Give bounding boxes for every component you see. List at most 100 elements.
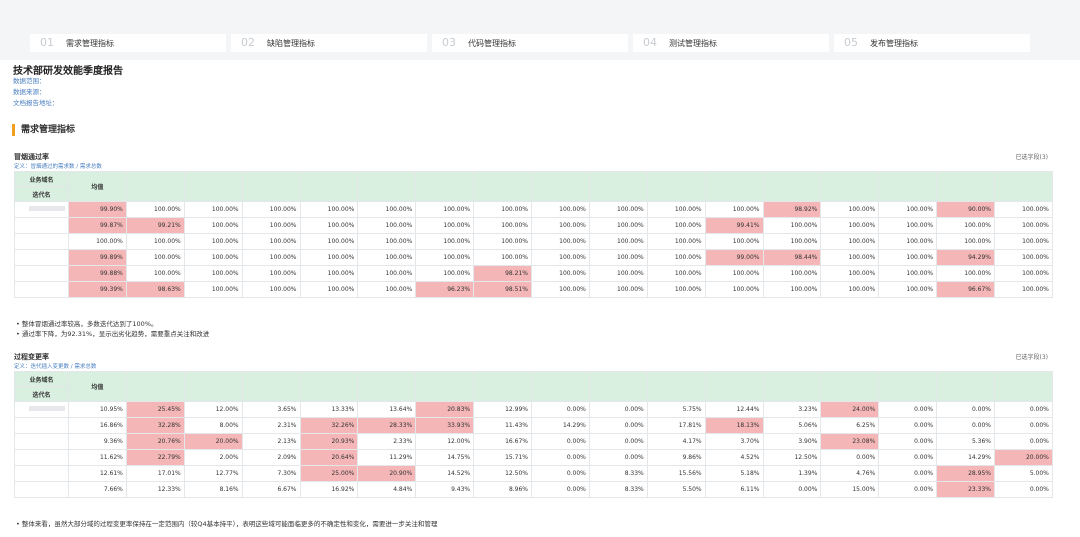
header-iteration (820, 171, 880, 202)
value-cell: 4.52% (704, 449, 764, 466)
table-row: 7.66% 12.33% 8.16% 6.67% 16.92% 4.84% 9.43% 8.9… (14, 481, 1053, 498)
value-cell: 100.00% (531, 265, 590, 282)
field-selector[interactable]: 已选字段(3) (1015, 354, 1049, 361)
value-cell: 100.00% (762, 281, 822, 298)
value-cell: 96.23% (415, 281, 475, 298)
tab[interactable]: 01 需求管理指标 (30, 34, 226, 52)
note: • 整体来看，虽然大部分域的过程变更率保持在一定范围内（较Q4基本持平），表明这… (16, 520, 438, 528)
value-cell: 100.00% (183, 233, 243, 250)
value-cell: 100.00% (878, 233, 938, 250)
value-cell: 100.00% (357, 249, 417, 266)
table-title: 冒烟通过率 (14, 153, 49, 161)
value-cell: 3.70% (704, 433, 764, 450)
note-text: 通过率下降，为92.31%，显示出劣化趋势，需要重点关注和改进 (21, 330, 210, 338)
value-cell: 100.00% (878, 265, 938, 282)
value-cell: 16.67% (473, 433, 532, 450)
value-cell: 0.00% (878, 465, 938, 482)
value-cell: 100.00% (241, 233, 301, 250)
value-cell: 100.00% (415, 265, 475, 282)
header-iteration (125, 171, 185, 202)
value-cell: 100.00% (994, 249, 1053, 266)
value-cell: 100.00% (531, 281, 590, 298)
header-iteration (415, 371, 475, 402)
header-iteration (762, 371, 822, 402)
value-cell: 16.86% (68, 417, 127, 434)
value-cell: 33.93% (415, 417, 475, 434)
value-cell: 100.00% (762, 233, 822, 250)
value-cell: 100.00% (183, 249, 243, 266)
header-iteration (878, 171, 938, 202)
header-iteration (183, 371, 243, 402)
value-cell: 20.90% (357, 465, 417, 482)
value-cell: 28.33% (357, 417, 417, 434)
value-cell: 90.00% (936, 201, 995, 218)
value-cell: 100.00% (878, 201, 938, 218)
tab[interactable]: 03 代码管理指标 (432, 34, 628, 52)
header-row: 业务域名 均值 (14, 171, 1053, 202)
value-cell: 5.18% (704, 465, 764, 482)
table-row: 9.36% 20.76% 20.00% 2.13% 20.93% 2.33% 12.00% 1… (14, 433, 1053, 450)
table-head: 业务域名 均值 迭代名 (14, 171, 1053, 202)
value-cell: 100.00% (415, 217, 475, 234)
value-cell: 99.21% (125, 217, 185, 234)
value-cell: 99.90% (68, 201, 127, 218)
value-cell: 0.00% (531, 449, 590, 466)
header-iteration (125, 371, 185, 402)
value-cell: 100.00% (588, 249, 648, 266)
tab[interactable]: 04 测试管理指标 (633, 34, 829, 52)
value-cell: 100.00% (299, 201, 359, 218)
table-row: 10.95% 25.45% 12.00% 3.65% 13.33% 13.64% 20.83… (14, 401, 1053, 418)
value-cell: 0.00% (994, 433, 1053, 450)
value-cell: 0.00% (820, 449, 880, 466)
field-selector[interactable]: 已选字段(3) (1015, 154, 1049, 161)
value-cell: 0.00% (588, 417, 648, 434)
value-cell: 9.86% (646, 449, 706, 466)
tab[interactable]: 05 发布管理指标 (834, 34, 1030, 52)
value-cell: 100.00% (299, 281, 359, 298)
value-cell: 100.00% (473, 201, 532, 218)
value-cell: 100.00% (820, 249, 880, 266)
value-cell: 11.43% (473, 417, 532, 434)
value-cell: 100.00% (473, 233, 532, 250)
header-domain: 业务域名 (14, 371, 69, 387)
value-cell: 0.00% (762, 481, 822, 498)
table-row: 99.89% 100.00% 100.00% 100.00% 100.00% 100.00… (14, 249, 1053, 266)
tab[interactable]: 02 缺陷管理指标 (231, 34, 427, 52)
value-cell: 100.00% (936, 217, 995, 234)
value-cell: 99.39% (68, 281, 127, 298)
value-cell: 0.00% (994, 481, 1053, 498)
value-cell: 0.00% (878, 481, 938, 498)
value-cell: 100.00% (588, 281, 648, 298)
value-cell: 100.00% (125, 265, 185, 282)
tab-number: 01 (40, 36, 54, 49)
header-iteration (299, 171, 359, 202)
value-cell: 20.64% (299, 449, 359, 466)
value-cell: 100.00% (820, 217, 880, 234)
value-cell: 0.00% (531, 481, 590, 498)
value-cell: 100.00% (357, 217, 417, 234)
tab-bar: 01 需求管理指标 02 缺陷管理指标 03 代码管理指标 04 测试管理指标 05 发布管理指标 (0, 0, 1080, 60)
value-cell: 0.00% (994, 417, 1053, 434)
table-row: 99.39% 98.63% 100.00% 100.00% 100.00% 100.00%… (14, 281, 1053, 298)
header-domain: 业务域名 (14, 171, 69, 187)
value-cell: 100.00% (936, 233, 995, 250)
value-cell: 5.06% (762, 417, 822, 434)
value-cell: 0.00% (994, 401, 1053, 418)
value-cell: 100.00% (357, 201, 417, 218)
value-cell: 100.00% (299, 249, 359, 266)
value-cell: 14.75% (415, 449, 475, 466)
report-title: 技术部研发效能季度报告 (13, 66, 123, 77)
row-label (14, 465, 69, 482)
value-cell: 100.00% (588, 217, 648, 234)
value-cell: 100.00% (994, 281, 1053, 298)
value-cell: 100.00% (588, 233, 648, 250)
note: • 通过率下降，为92.31%，显示出劣化趋势，需要重点关注和改进 (16, 330, 210, 338)
value-cell: 100.00% (415, 201, 475, 218)
table-row: 12.61% 17.01% 12.77% 7.30% 25.00% 20.90% 14.52… (14, 465, 1053, 482)
value-cell: 98.21% (473, 265, 532, 282)
value-cell: 100.00% (531, 233, 590, 250)
header-row: 业务域名 均值 (14, 371, 1053, 402)
value-cell: 12.50% (473, 465, 532, 482)
value-cell: 98.44% (762, 249, 822, 266)
value-cell: 100.00% (588, 265, 648, 282)
